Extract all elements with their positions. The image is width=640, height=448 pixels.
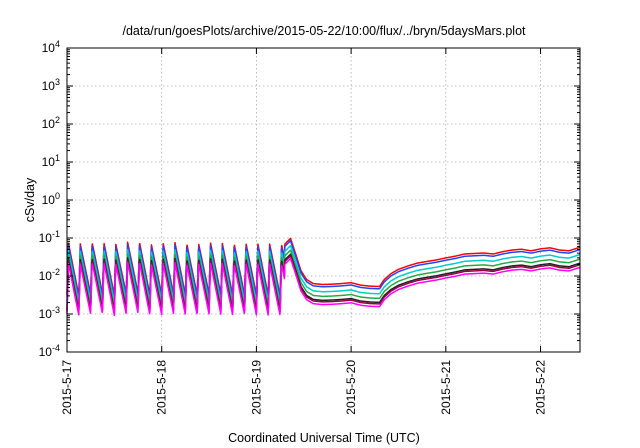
series-line-4 — [66, 249, 581, 308]
x-tick-label: 2015-5-17 — [60, 360, 74, 415]
series-line-7 — [66, 257, 581, 317]
series-line-3 — [66, 244, 581, 304]
x-tick-label: 2015-5-19 — [249, 360, 263, 415]
series-line-2 — [66, 239, 581, 299]
y-tick-label: 10-3 — [39, 305, 60, 321]
y-tick-label: 102 — [42, 115, 60, 131]
y-tick-label: 100 — [42, 191, 60, 207]
x-tick-label: 2015-5-22 — [534, 360, 548, 415]
chart-title: /data/run/goesPlots/archive/2015-05-22/1… — [122, 24, 526, 38]
x-tick-label: 2015-5-18 — [155, 360, 169, 415]
y-axis: 10-4 10-3 10-2 10-1 100 101 102 103 104 — [39, 39, 580, 359]
y-tick-label: 104 — [42, 39, 60, 55]
y-axis-label: cSv/day — [23, 177, 37, 222]
plot-series — [66, 237, 581, 317]
y-tick-label: 101 — [42, 153, 60, 169]
y-tick-label: 10-4 — [39, 343, 60, 359]
x-tick-label: 2015-5-21 — [439, 360, 453, 415]
grid-lines — [67, 48, 580, 352]
x-axis-label: Coordinated Universal Time (UTC) — [228, 431, 420, 445]
y-tick-label: 103 — [42, 77, 60, 93]
y-tick-label: 10-2 — [39, 267, 60, 283]
x-axis: 2015-5-17 2015-5-18 2015-5-19 2015-5-20 2015… — [60, 48, 548, 415]
y-tick-label: 10-1 — [39, 229, 60, 245]
x-tick-label: 2015-5-20 — [344, 360, 358, 415]
